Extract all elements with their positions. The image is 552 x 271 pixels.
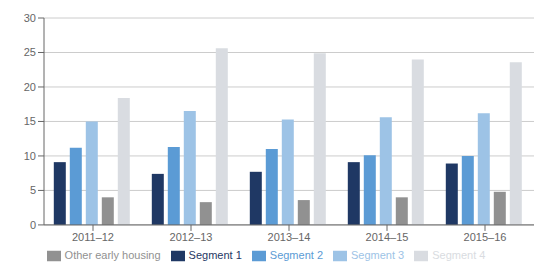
svg-text:15: 15 — [24, 115, 36, 127]
svg-text:2013–14: 2013–14 — [268, 231, 311, 243]
html-text:Segment 3: Segment 3 — [351, 248, 405, 261]
html-text:Segment 4: Segment 4 — [432, 248, 486, 261]
svg-text:20: 20 — [24, 81, 36, 93]
svg-text:2012–13: 2012–13 — [170, 231, 213, 243]
svg-text:0: 0 — [30, 219, 36, 231]
svg-text:10: 10 — [24, 150, 36, 162]
html-text:Other early housing: Other early housing — [64, 248, 161, 261]
svg-text:2015–16: 2015–16 — [464, 231, 507, 243]
svg-text:2011–12: 2011–12 — [72, 231, 114, 243]
svg-text:2014–15: 2014–15 — [366, 231, 409, 243]
html-text:Segment 2: Segment 2 — [269, 248, 323, 261]
svg-text:5: 5 — [30, 184, 36, 196]
svg-text:30: 30 — [24, 12, 36, 24]
svg-text:25: 25 — [24, 46, 36, 58]
html-text:Segment 1: Segment 1 — [188, 248, 242, 261]
